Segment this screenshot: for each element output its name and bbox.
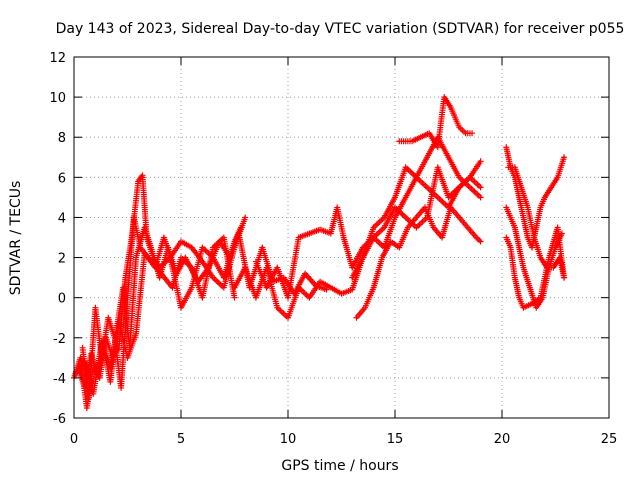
y-tick-label: 12: [49, 51, 66, 66]
y-tick-label: 10: [49, 91, 66, 106]
data-point: [237, 224, 244, 231]
y-tick-label: -6: [53, 412, 66, 427]
x-tick-label: 15: [387, 432, 404, 447]
data-point: [242, 214, 249, 221]
data-point: [561, 154, 568, 161]
data-point: [477, 158, 484, 165]
data-point: [323, 286, 330, 293]
x-tick-label: 10: [280, 432, 297, 447]
series-track-8: [349, 134, 484, 281]
x-tick-label: 20: [494, 432, 511, 447]
plot-frame: [73, 56, 610, 419]
y-tick-label: 4: [58, 211, 66, 226]
x-tick-label: 5: [177, 432, 185, 447]
data-point: [561, 274, 568, 281]
y-axis-title: SDTVAR / TECUs: [8, 181, 24, 296]
y-tick-label: 2: [58, 252, 66, 267]
data-point: [477, 184, 484, 191]
series-track-3: [79, 214, 238, 401]
series-track-13: [505, 164, 568, 281]
y-tick-label: -2: [53, 332, 66, 347]
data-point: [469, 130, 476, 137]
series-track-9: [396, 94, 476, 151]
x-axis-title: GPS time / hours: [281, 458, 398, 474]
series-track-10: [503, 144, 568, 251]
tick-layer: 0 5 10 15 20 25 -6 -4 -2 0 2 4 6 8 10 12: [49, 51, 617, 447]
x-tick-label: 25: [601, 432, 618, 447]
data-point: [477, 238, 484, 245]
y-tick-label: 0: [58, 292, 66, 307]
x-tick-label: 0: [70, 432, 78, 447]
data-layer: [71, 94, 568, 411]
series-track-7: [353, 204, 484, 321]
grid-layer: [74, 57, 609, 418]
y-tick-label: 6: [58, 171, 66, 186]
series-track-6: [252, 158, 484, 301]
y-tick-label: -4: [53, 372, 66, 387]
data-point: [477, 194, 484, 201]
chart-title: Day 143 of 2023, Sidereal Day-to-day VTE…: [56, 21, 625, 37]
y-tick-label: 8: [58, 131, 66, 146]
data-point: [231, 294, 238, 301]
